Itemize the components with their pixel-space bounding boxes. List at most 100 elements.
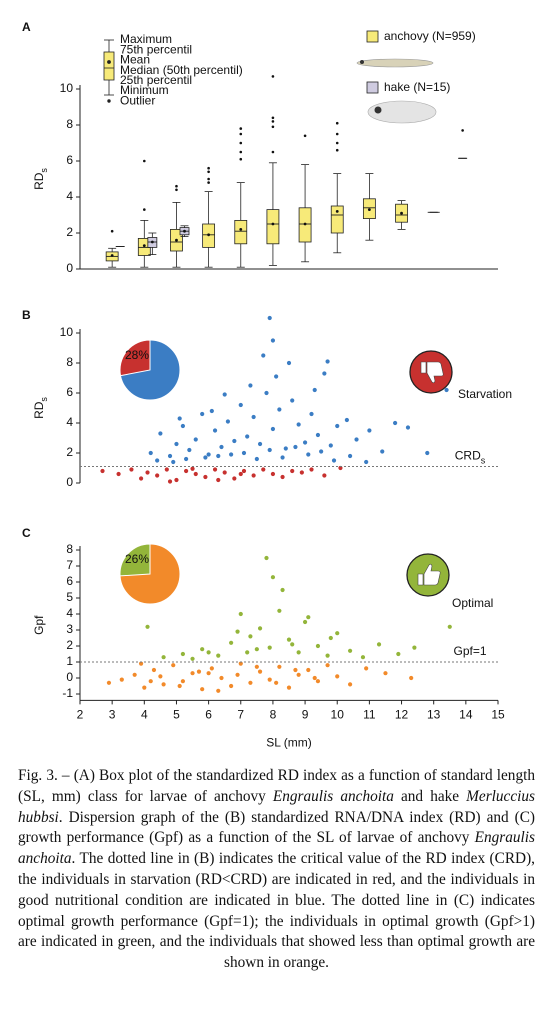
point [254, 456, 259, 462]
y-axis-label-part: Gpf [32, 615, 46, 635]
point [222, 392, 227, 397]
box-key-label: Mean [120, 53, 150, 67]
point [280, 455, 285, 460]
outlier [239, 127, 243, 130]
point [245, 434, 250, 439]
point [267, 315, 272, 321]
panel-label: C [22, 526, 31, 540]
point [360, 655, 366, 660]
outlier [335, 148, 339, 152]
point [322, 371, 327, 376]
thumb-icon [420, 361, 444, 384]
point [277, 407, 282, 412]
point [238, 402, 243, 408]
point [444, 387, 449, 393]
point [280, 587, 285, 593]
point [232, 438, 237, 444]
y-axis-label-part: s [39, 397, 49, 402]
outlier [239, 132, 243, 136]
y-tick-label: 6 [66, 385, 73, 399]
point [412, 645, 417, 650]
x-tick-label: 3 [109, 708, 116, 722]
point [151, 667, 157, 673]
x-tick-label: 14 [459, 708, 473, 722]
point [315, 643, 321, 649]
panel-label: A [22, 20, 31, 34]
point [251, 414, 256, 420]
box [330, 205, 344, 234]
outlier [271, 75, 275, 78]
reference-label: Gpf=1 [453, 644, 486, 658]
point [315, 679, 321, 684]
mean [239, 228, 243, 231]
y-tick-label: 0 [66, 475, 73, 489]
point [206, 671, 211, 676]
point [248, 680, 253, 685]
x-tick-label: 5 [173, 708, 180, 722]
point [158, 674, 163, 679]
x-tick-label: 9 [302, 708, 309, 722]
point [270, 471, 276, 477]
thumb-icon [417, 563, 441, 586]
pie-slice [119, 543, 151, 577]
point [177, 683, 182, 689]
point [309, 411, 314, 417]
point [212, 467, 218, 472]
mean [400, 211, 403, 215]
point [245, 650, 250, 655]
point [190, 671, 195, 676]
y-tick-label: -1 [62, 686, 73, 700]
point [148, 679, 153, 684]
y-tick-label: 2 [66, 225, 73, 239]
reference-label: CRDs [455, 449, 486, 466]
mean [335, 210, 339, 213]
point [222, 470, 227, 475]
mean [183, 229, 186, 233]
point [184, 456, 189, 462]
x-tick-label: 15 [491, 708, 505, 722]
point [261, 467, 266, 472]
outlier [239, 157, 243, 161]
point [238, 471, 243, 477]
caption-run: Merluccius hubbsi [18, 787, 535, 826]
point [347, 453, 353, 459]
point [261, 353, 266, 358]
point [158, 431, 163, 436]
outlier [461, 129, 464, 132]
y-tick-label: 4 [66, 606, 73, 620]
point [206, 452, 211, 457]
point [155, 473, 160, 478]
hake-illustration [367, 100, 437, 124]
y-axis-label-part: s [39, 168, 49, 173]
y-axis-label-part: RD [32, 172, 46, 190]
outlier [207, 166, 210, 170]
point [145, 624, 150, 629]
point [347, 648, 353, 653]
y-tick-label: 6 [66, 574, 73, 588]
point [335, 423, 340, 429]
point [216, 688, 221, 693]
point [319, 449, 324, 454]
outlier [271, 116, 275, 120]
point [254, 664, 259, 669]
legend-swatch [366, 30, 379, 43]
point [129, 467, 134, 472]
mean [271, 222, 275, 226]
point [393, 420, 398, 426]
pie-label: 26% [125, 552, 149, 566]
y-tick-label: 4 [66, 189, 73, 203]
point [106, 680, 112, 685]
mean [142, 244, 146, 248]
x-axis-label: SL (mm) [266, 736, 312, 750]
point [286, 360, 292, 366]
point [364, 666, 369, 671]
point [328, 443, 333, 448]
point [138, 661, 144, 666]
point [347, 682, 353, 687]
mean [110, 254, 114, 257]
point [277, 608, 282, 613]
outlier [271, 125, 275, 129]
x-tick-label: 11 [363, 708, 376, 722]
legend-label: hake (N=15) [384, 80, 450, 94]
y-tick-label: 10 [60, 325, 74, 339]
